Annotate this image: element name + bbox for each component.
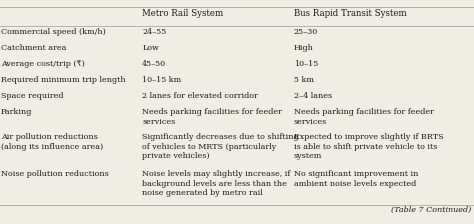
Text: No significant improvement in
ambient noise levels expected: No significant improvement in ambient no… — [294, 170, 418, 187]
Text: Low: Low — [142, 44, 159, 52]
Text: 10–15: 10–15 — [294, 60, 318, 68]
Text: High: High — [294, 44, 314, 52]
Text: 2–4 lanes: 2–4 lanes — [294, 92, 332, 100]
Text: Noise levels may slightly increase, if
background levels are less than the
noise: Noise levels may slightly increase, if b… — [142, 170, 291, 197]
Text: Required minimum trip length: Required minimum trip length — [1, 76, 126, 84]
Text: 5 km: 5 km — [294, 76, 314, 84]
Text: 25–30: 25–30 — [294, 28, 318, 36]
Text: Commercial speed (km/h): Commercial speed (km/h) — [1, 28, 106, 36]
Text: 2 lanes for elevated corridor: 2 lanes for elevated corridor — [142, 92, 258, 100]
Text: Noise pollution reductions: Noise pollution reductions — [1, 170, 109, 178]
Text: 10–15 km: 10–15 km — [142, 76, 182, 84]
Text: Average cost/trip (₹): Average cost/trip (₹) — [1, 60, 85, 68]
Text: Metro Rail System: Metro Rail System — [142, 9, 223, 18]
Text: (Table 7 Continued): (Table 7 Continued) — [392, 206, 472, 214]
Text: 45–50: 45–50 — [142, 60, 166, 68]
Text: Expected to improve slightly if BRTS
is able to shift private vehicle to its
sys: Expected to improve slightly if BRTS is … — [294, 133, 444, 160]
Text: Catchment area: Catchment area — [1, 44, 66, 52]
Text: Parking: Parking — [1, 108, 32, 116]
Text: Needs parking facilities for feeder
services: Needs parking facilities for feeder serv… — [142, 108, 282, 126]
Text: Space required: Space required — [1, 92, 64, 100]
Text: Significantly decreases due to shifting
of vehicles to MRTS (particularly
privat: Significantly decreases due to shifting … — [142, 133, 299, 160]
Text: Bus Rapid Transit System: Bus Rapid Transit System — [294, 9, 407, 18]
Text: Air pollution reductions
(along its influence area): Air pollution reductions (along its infl… — [1, 133, 103, 151]
Text: Needs parking facilities for feeder
services: Needs parking facilities for feeder serv… — [294, 108, 434, 126]
Text: 24–55: 24–55 — [142, 28, 166, 36]
